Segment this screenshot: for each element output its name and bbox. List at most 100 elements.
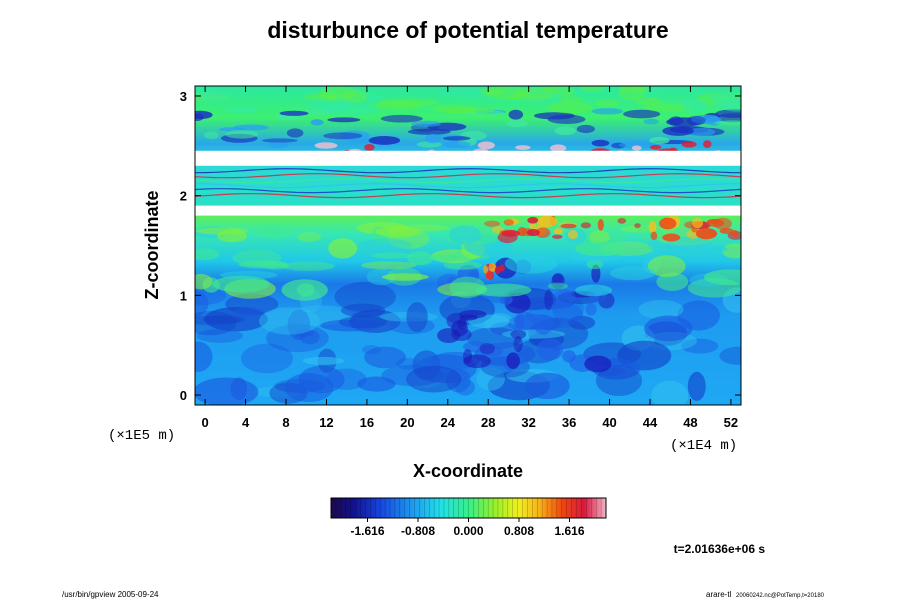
field-patch xyxy=(233,306,266,318)
field-patch xyxy=(302,356,345,365)
field-patch xyxy=(333,92,364,104)
field-patch xyxy=(703,140,712,148)
field-patch xyxy=(406,302,428,333)
field-patch xyxy=(648,220,657,233)
contour-streak xyxy=(195,188,741,194)
field-patch xyxy=(662,126,694,136)
field-patch xyxy=(494,266,501,275)
field-patch xyxy=(504,253,558,274)
field-patch xyxy=(527,217,539,224)
field-patch xyxy=(454,379,476,396)
field-patch xyxy=(501,230,521,237)
field-patch xyxy=(717,99,741,112)
field-patch xyxy=(560,223,577,229)
field-patch xyxy=(323,132,363,140)
field-patch xyxy=(618,141,658,149)
field-patch xyxy=(617,218,627,224)
field-patch xyxy=(544,289,553,311)
field-patch xyxy=(634,223,641,229)
field-patch xyxy=(195,341,213,372)
field-patch xyxy=(575,284,613,297)
field-patch xyxy=(695,228,718,240)
field-patch xyxy=(195,92,230,102)
field-patch xyxy=(224,105,259,114)
field-patch xyxy=(551,234,563,239)
field-patch xyxy=(304,93,353,101)
field-patch xyxy=(687,127,716,137)
field-patch xyxy=(536,338,564,361)
x-tick-label: 52 xyxy=(724,415,738,430)
field-patch xyxy=(516,86,558,99)
field-patch xyxy=(524,372,570,400)
field-patch xyxy=(691,217,704,229)
field-patch xyxy=(225,129,259,139)
field-patch xyxy=(553,228,564,235)
field-patch xyxy=(618,86,646,101)
x-tick-label: 36 xyxy=(562,415,576,430)
field-patch xyxy=(706,116,722,126)
y-axis: 0 1 2 3 xyxy=(180,89,741,403)
field-patch xyxy=(715,109,741,118)
field-patch xyxy=(552,273,564,285)
field-patch xyxy=(585,303,597,316)
field-patch xyxy=(396,357,419,370)
field-patch xyxy=(559,96,583,103)
field-patch xyxy=(719,228,734,234)
x-axis: 0 4 8 12 16 20 24 28 32 36 40 44 48 52 xyxy=(201,86,738,430)
x-tick-label: 4 xyxy=(242,415,250,430)
field-patch xyxy=(687,371,706,401)
colorbar: -1.616 -0.808 0.000 0.808 1.616 xyxy=(330,497,607,538)
x-tick-label: 0 xyxy=(201,415,208,430)
field-patch xyxy=(340,303,386,318)
field-patch xyxy=(680,98,708,113)
field-patch xyxy=(479,343,495,355)
field-patch xyxy=(506,352,520,369)
x-tick-label: 20 xyxy=(400,415,414,430)
field-patch xyxy=(284,373,334,403)
field-patch xyxy=(638,299,684,319)
field-patch xyxy=(378,98,439,107)
contour-streak xyxy=(195,178,741,184)
field-patch xyxy=(632,86,659,95)
field-patch xyxy=(414,354,477,384)
field-patch xyxy=(297,232,322,242)
field-patch xyxy=(324,103,379,117)
field-patch xyxy=(462,349,473,364)
field-patch xyxy=(508,109,524,120)
field-patch xyxy=(476,366,505,391)
field-patch xyxy=(710,92,741,107)
field-marks xyxy=(195,86,741,405)
contour-streak xyxy=(195,173,741,179)
field-patch xyxy=(225,293,279,315)
y-tick-label: 3 xyxy=(180,89,187,104)
field-patch xyxy=(294,329,314,338)
field-patch xyxy=(484,220,500,227)
field-patch xyxy=(597,218,604,231)
field-patch xyxy=(327,117,361,123)
field-patch xyxy=(338,315,388,329)
field-patch xyxy=(591,264,601,283)
field-patch xyxy=(506,93,553,101)
field-patch xyxy=(432,104,477,113)
field-patch xyxy=(609,266,656,281)
field-patch xyxy=(567,229,578,240)
field-patch xyxy=(198,88,229,103)
field-patch xyxy=(649,136,670,145)
x-tick-label: 16 xyxy=(360,415,374,430)
field-patch xyxy=(195,377,259,405)
footer-right-main: arare-tl xyxy=(706,590,732,599)
field-patch xyxy=(619,86,651,93)
field-patch xyxy=(681,338,719,354)
plot-frame xyxy=(194,85,742,406)
x-axis-label: X-coordinate xyxy=(413,461,523,481)
field-patch xyxy=(195,113,204,122)
x-tick-label: 24 xyxy=(441,415,456,430)
colorbar-tick-label: 0.808 xyxy=(504,524,534,538)
field-patch xyxy=(457,318,467,330)
field-patch xyxy=(485,270,494,280)
field-patch xyxy=(449,225,481,245)
field-patch xyxy=(318,86,356,101)
field-patch xyxy=(361,261,417,270)
field-patch xyxy=(656,272,689,291)
field-patch xyxy=(364,346,406,369)
